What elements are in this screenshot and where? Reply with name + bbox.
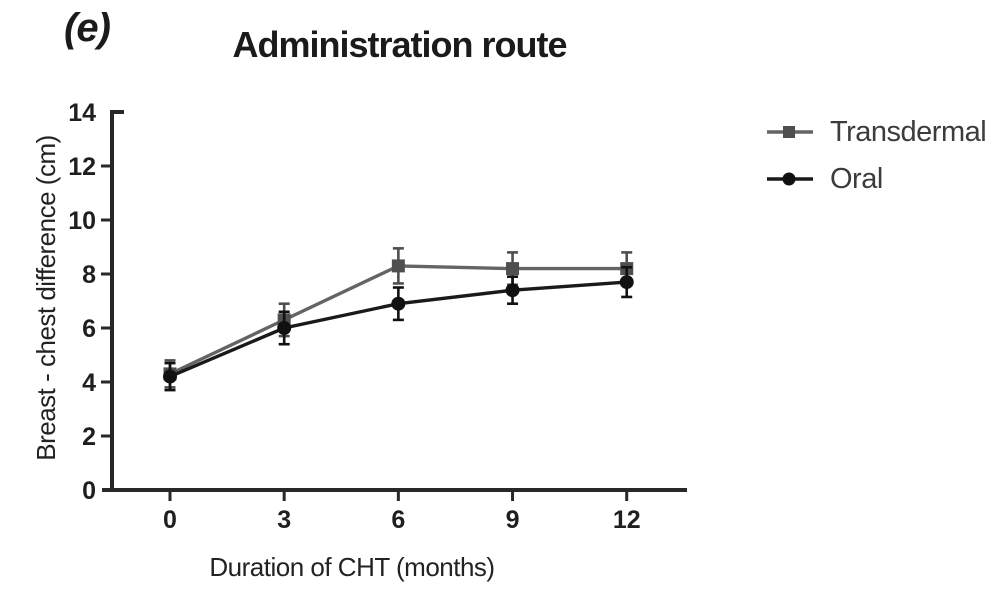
y-tick-label: 14 xyxy=(68,99,96,127)
legend-circle-marker-icon xyxy=(767,172,813,186)
y-tick-label: 2 xyxy=(82,423,96,451)
chart-title: Administration route xyxy=(232,24,567,65)
y-axis-label: Breast - chest difference (cm) xyxy=(31,135,61,461)
x-tick-label: 6 xyxy=(391,506,405,534)
circle-marker xyxy=(505,283,520,298)
panel-label: (e) xyxy=(64,6,111,50)
y-tick-label: 0 xyxy=(82,477,96,505)
legend: Transdermal Oral xyxy=(766,115,987,211)
square-marker xyxy=(391,259,405,273)
y-tick-label: 8 xyxy=(82,261,96,289)
legend-item-transdermal: Transdermal xyxy=(766,115,987,148)
x-tick-label: 12 xyxy=(613,506,641,534)
y-tick-label: 6 xyxy=(82,315,96,343)
x-axis-label: Duration of CHT (months) xyxy=(209,552,495,582)
legend-square-marker-icon xyxy=(767,126,813,138)
circle-marker xyxy=(619,275,634,290)
legend-item-oral: Oral xyxy=(766,162,986,195)
circle-marker xyxy=(391,296,406,311)
legend-label: Transdermal xyxy=(830,115,987,148)
x-tick-label: 9 xyxy=(506,506,520,534)
legend-label: Oral xyxy=(830,162,883,195)
square-marker xyxy=(506,262,520,276)
series-oral xyxy=(163,265,634,392)
x-tick-label: 0 xyxy=(163,506,177,534)
x-tick-label: 3 xyxy=(277,506,291,534)
y-axis-line xyxy=(110,110,124,490)
y-tick-label: 12 xyxy=(68,153,96,181)
circle-marker xyxy=(277,321,292,335)
y-tick-label: 10 xyxy=(68,207,96,235)
circle-marker xyxy=(163,369,177,384)
y-tick-label: 4 xyxy=(82,369,96,397)
